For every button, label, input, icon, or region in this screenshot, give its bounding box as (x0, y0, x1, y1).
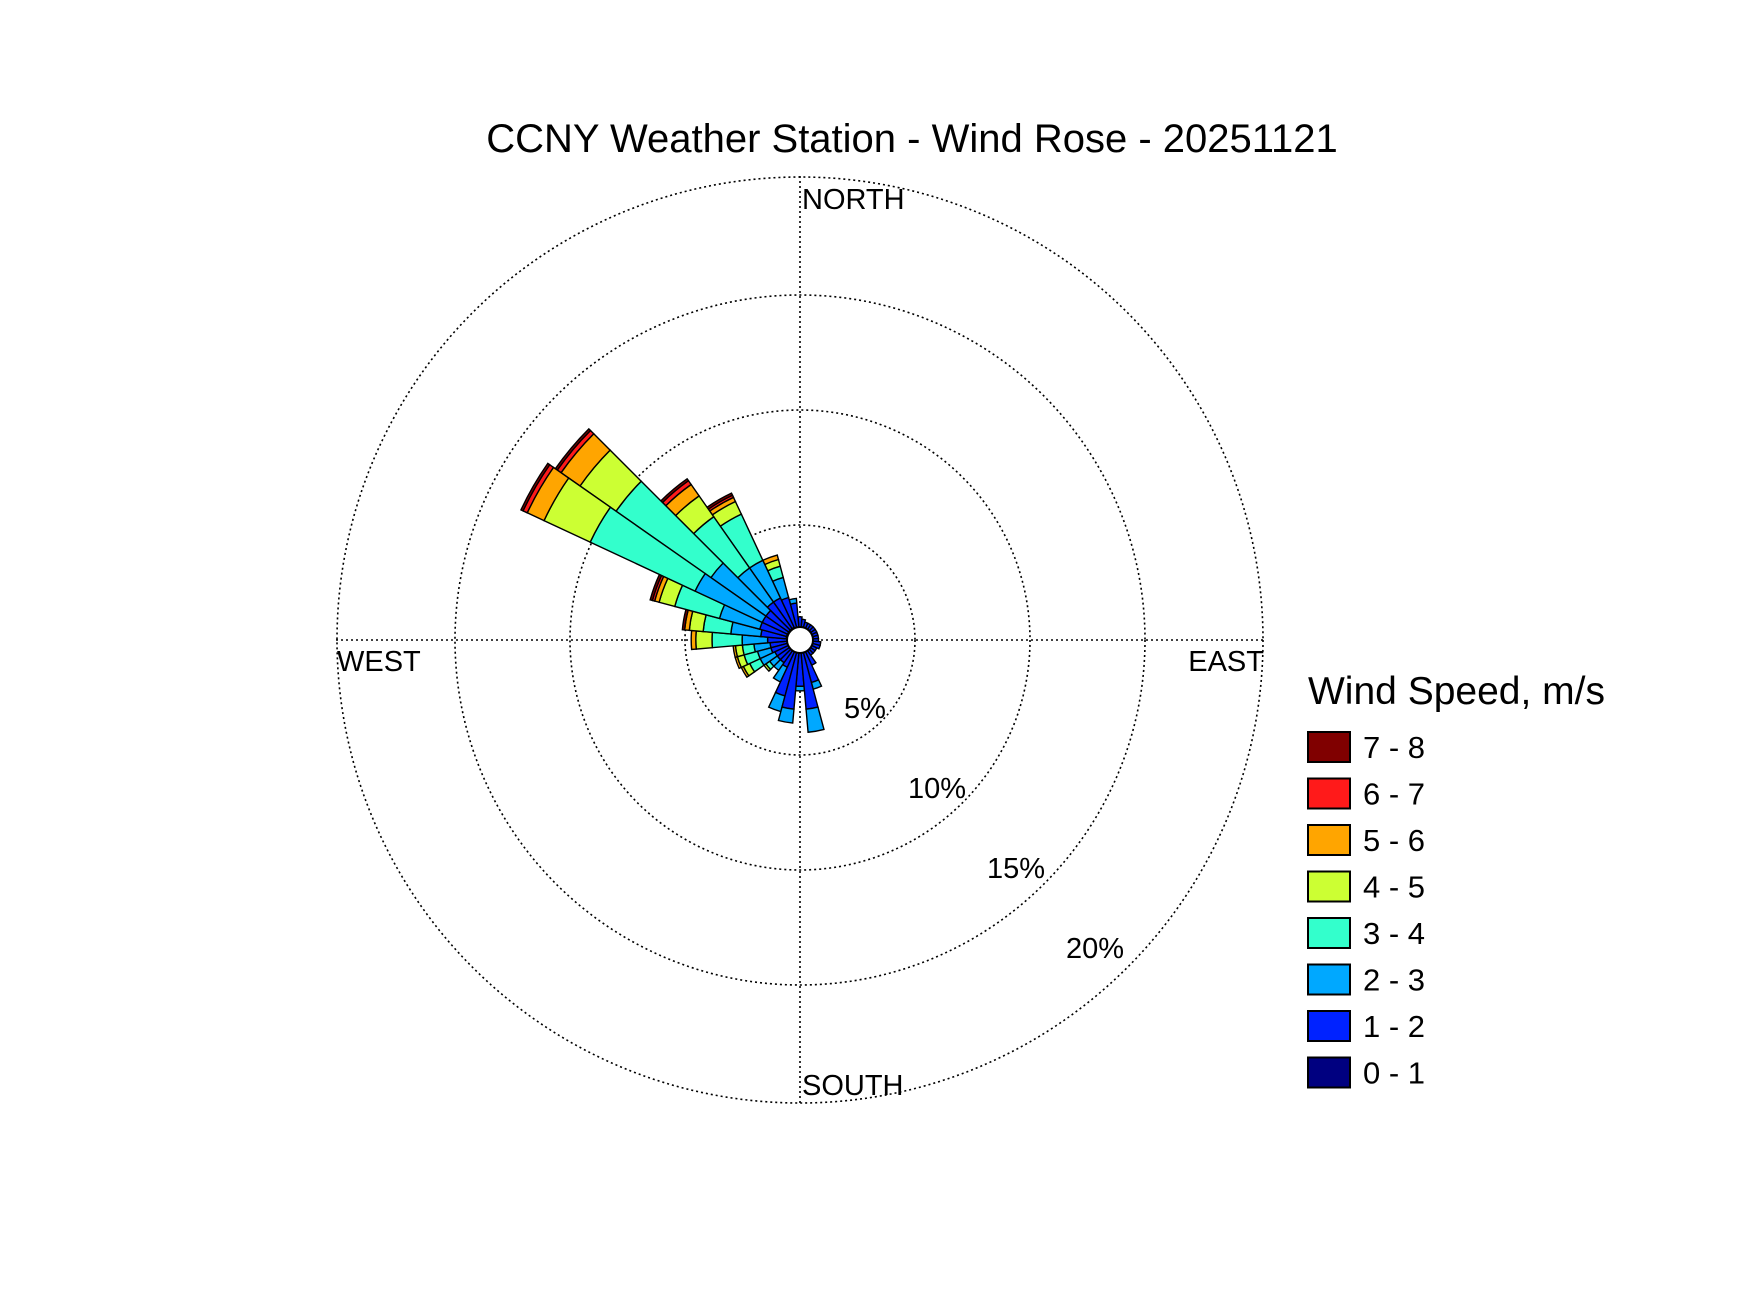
sector-190-bin-2 (777, 706, 795, 724)
sector-250-bin-5 (734, 655, 743, 670)
sector-200-bin-2 (767, 691, 786, 713)
legend-label: 0 - 1 (1363, 1056, 1425, 1091)
legend-item: 5 - 6 (1307, 823, 1425, 858)
grid-ring-15 (454, 294, 1146, 986)
legend-swatch (1307, 777, 1351, 810)
legend-item: 0 - 1 (1307, 1056, 1425, 1091)
grid-ring-5 (684, 524, 916, 756)
legend-swatch (1307, 963, 1351, 996)
legend-title: Wind Speed, m/s (1308, 670, 1605, 713)
legend-label: 7 - 8 (1363, 730, 1425, 765)
grid-ring-10 (569, 409, 1031, 871)
sector-340-bin-5 (761, 554, 780, 566)
sector-170deg (799, 639, 825, 734)
legend-item: 2 - 3 (1307, 963, 1425, 998)
ring-label-15: 15% (987, 853, 1045, 885)
sector-270-bin-5 (690, 629, 697, 651)
sector-240deg (740, 639, 801, 679)
legend-swatch (1307, 870, 1351, 903)
legend: Wind Speed, m/s 7 - 8 6 - 7 5 - 6 4 - 5 3 - … (1307, 670, 1605, 1091)
legend-label: 5 - 6 (1363, 823, 1425, 858)
compass-south: SOUTH (802, 1070, 904, 1102)
legend-label: 6 - 7 (1363, 777, 1425, 812)
legend-label: 4 - 5 (1363, 870, 1425, 905)
legend-item: 7 - 8 (1307, 730, 1425, 765)
ring-label-10: 10% (908, 773, 966, 805)
legend-label: 3 - 4 (1363, 916, 1425, 951)
sector-180-bin-2 (794, 685, 806, 692)
legend-item: 1 - 2 (1307, 1009, 1425, 1044)
legend-items: 7 - 8 6 - 7 5 - 6 4 - 5 3 - 4 2 - 3 1 - 2 0 - 1 (1307, 730, 1425, 1091)
legend-swatch (1307, 1010, 1351, 1042)
chart-title: CCNY Weather Station - Wind Rose - 20251… (486, 117, 1338, 161)
legend-swatch (1307, 731, 1351, 763)
legend-label: 2 - 3 (1363, 963, 1425, 998)
ring-label-5: 5% (844, 693, 886, 725)
sector-310-bin-7 (554, 427, 592, 472)
sector-300deg (520, 462, 801, 641)
legend-swatch (1307, 917, 1351, 949)
center-hole (786, 626, 814, 654)
sector-320-bin-7 (659, 477, 690, 504)
sector-300-bin-7 (520, 462, 551, 512)
sector-270-bin-4 (695, 630, 714, 650)
legend-item: 3 - 4 (1307, 916, 1425, 951)
sector-170-bin-2 (805, 706, 825, 734)
sector-330deg (706, 492, 801, 641)
compass-west: WEST (337, 646, 421, 678)
sector-320deg (659, 477, 801, 641)
polar-grid (336, 176, 1264, 1104)
sector-190deg (777, 639, 801, 724)
sector-330-bin-7 (706, 492, 734, 511)
legend-swatch (1307, 1056, 1351, 1089)
sector-250deg (734, 639, 801, 670)
compass-east: EAST (1188, 646, 1264, 678)
legend-item: 6 - 7 (1307, 777, 1425, 812)
legend-item: 4 - 5 (1307, 870, 1425, 905)
legend-label: 1 - 2 (1363, 1009, 1425, 1044)
wind-sectors (520, 427, 825, 734)
ring-label-20: 20% (1066, 933, 1124, 965)
legend-swatch (1307, 824, 1351, 856)
compass-north: NORTH (802, 184, 905, 216)
